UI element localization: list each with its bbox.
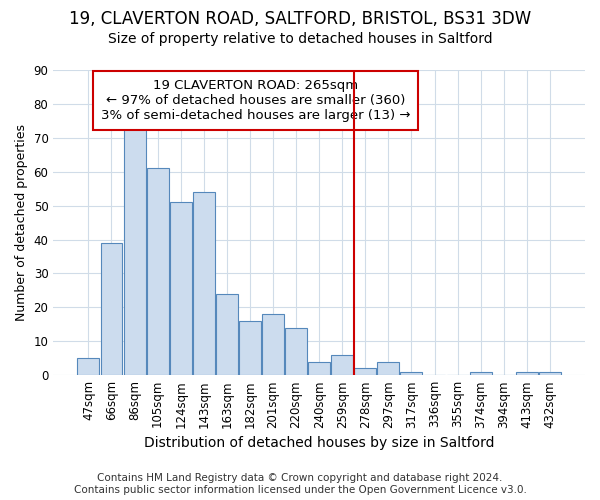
Bar [355, 368, 376, 375]
Bar [285, 328, 307, 375]
Bar [77, 358, 100, 375]
Bar [470, 372, 491, 375]
Bar [516, 372, 538, 375]
Bar [239, 321, 261, 375]
Bar [308, 362, 330, 375]
Bar [377, 362, 400, 375]
Bar [124, 128, 146, 375]
Bar [146, 168, 169, 375]
Bar [193, 192, 215, 375]
Text: 19, CLAVERTON ROAD, SALTFORD, BRISTOL, BS31 3DW: 19, CLAVERTON ROAD, SALTFORD, BRISTOL, B… [69, 10, 531, 28]
X-axis label: Distribution of detached houses by size in Saltford: Distribution of detached houses by size … [144, 436, 494, 450]
Bar [331, 355, 353, 375]
Bar [216, 294, 238, 375]
Bar [400, 372, 422, 375]
Y-axis label: Number of detached properties: Number of detached properties [15, 124, 28, 321]
Text: Contains HM Land Registry data © Crown copyright and database right 2024.
Contai: Contains HM Land Registry data © Crown c… [74, 474, 526, 495]
Bar [539, 372, 561, 375]
Bar [262, 314, 284, 375]
Text: Size of property relative to detached houses in Saltford: Size of property relative to detached ho… [107, 32, 493, 46]
Bar [101, 243, 122, 375]
Text: 19 CLAVERTON ROAD: 265sqm
← 97% of detached houses are smaller (360)
3% of semi-: 19 CLAVERTON ROAD: 265sqm ← 97% of detac… [101, 79, 410, 122]
Bar [170, 202, 191, 375]
